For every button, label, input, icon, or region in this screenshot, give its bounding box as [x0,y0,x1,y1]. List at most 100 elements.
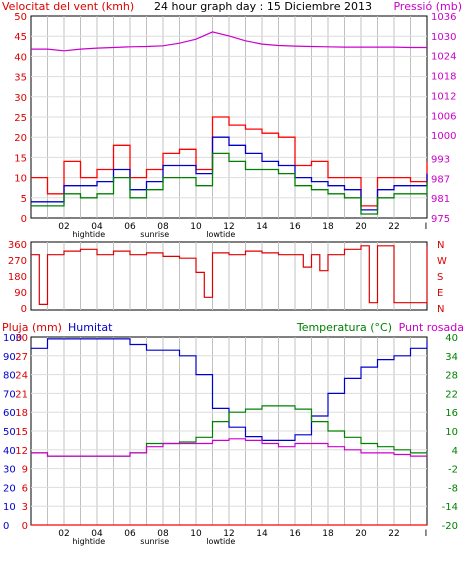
chart-marks [31,31,428,526]
rain-y-tick-label: 12 [15,446,28,457]
direction-compass-label: N [437,240,444,251]
direction-y-tick-label: 180 [8,272,27,283]
temp-x-tick-label: 10 [190,529,202,539]
pressure-y-tick-label: 1012 [431,91,456,102]
wind-x-tick-label: 02 [58,222,69,232]
wind-x-tick-label: 06 [124,222,136,232]
rain-y-tick-label: 6 [22,483,28,494]
temp-x-tick-label: 14 [256,529,268,539]
humidity-y-tick-label: 40 [3,446,16,457]
wind-y-tick-label: 30 [14,93,27,104]
wind-y-tick-label: 15 [14,153,27,164]
wind-y-tick-label: 10 [14,174,27,185]
temperature-y-tick-label: -2 [448,465,458,476]
rain-y-tick-label: 21 [15,389,28,400]
wind-x-tick-label: 04 [91,222,103,232]
wind-x-event-label: lowtide [206,230,235,239]
rain-y-tick-label: 18 [15,408,28,419]
pressure-y-tick-label: 1018 [431,72,456,83]
rain-y-tick-label: 27 [15,352,28,363]
direction-y-tick-label: 360 [8,240,27,251]
pressure-y-tick-label: 981 [431,194,450,205]
temp-x-tick-label: 04 [91,529,103,539]
humidity-y-tick-label: 60 [3,408,16,419]
temp-x-event-label: lowtide [206,537,235,546]
humidity-y-tick-label: 30 [3,465,16,476]
direction-series-line [31,245,428,305]
temp-series-line [31,338,428,441]
temp-series-line [31,438,427,457]
wind-x-tick-label: 22 [388,222,399,232]
wind-x-tick-label: 08 [157,222,169,232]
direction-y-tick-label: 0 [21,304,27,315]
wind-series-pressure [31,31,427,52]
pressure-y-tick-label: 993 [431,154,450,165]
wind-x-tick-label: 18 [322,222,334,232]
humidity-y-tick-label: 90 [3,352,16,363]
wind-x-tick-label: 16 [289,222,301,232]
temp-x-event-label: sunrise [140,537,169,546]
temperature-y-tick-label: -14 [442,502,458,513]
pressure-y-tick-label: 1000 [431,131,456,142]
direction-y-tick-label: 90 [14,288,27,299]
pressure-y-tick-label: 1024 [431,52,456,63]
wind-x-tick-label: 20 [355,222,367,232]
axis-labels: 0510152025303540455097598198799310001006… [3,12,458,546]
temperature-y-tick-label: 10 [445,427,458,438]
temp-x-tick-label: 18 [322,529,334,539]
rain-axis-title: Pluja (mm) [2,321,62,334]
temp-x-tick-label: 22 [388,529,399,539]
rain-y-tick-label: 30 [15,333,28,344]
wind-y-tick-label: 45 [14,32,27,43]
wind-y-tick-label: 0 [21,214,27,225]
wind-x-tick-label: 12 [223,222,234,232]
temperature-y-tick-label: 28 [445,371,458,382]
wind-y-tick-label: 25 [14,113,27,124]
humidity-y-tick-label: 20 [3,483,16,494]
rain-y-tick-label: 3 [22,502,28,513]
pressure-y-tick-label: 1006 [431,111,456,122]
wind-y-tick-label: 50 [14,12,27,23]
pressure-y-tick-label: 1036 [431,12,456,23]
direction-compass-label: W [437,256,447,267]
humidity-y-tick-label: 100 [3,333,22,344]
temp-x-tick-label: 12 [223,529,234,539]
humidity-y-tick-label: 50 [3,427,16,438]
temperature-y-tick-label: -8 [448,483,458,494]
chart-title: 24 hour graph day : 15 Diciembre 2013 [154,0,372,13]
humidity-y-tick-label: 0 [3,521,9,532]
temp-x-event-label: hightide [72,537,105,546]
humidity-y-tick-label: 80 [3,371,16,382]
wind-x-tick-label: 10 [190,222,202,232]
rain-y-tick-label: 9 [22,465,28,476]
direction-y-tick-label: 270 [8,256,27,267]
direction-compass-label: E [437,288,443,299]
temp-x-tick-label: 16 [289,529,301,539]
temp-x-tick-label: 02 [58,529,69,539]
wind-y-tick-label: 20 [14,133,27,144]
wind-series-gust [31,116,428,207]
wind-x-event-label: sunrise [140,230,169,239]
wind-series-average-2 [31,152,428,215]
wind-axis-title: Velocitat del vent (kmh) [2,0,134,13]
temperature-y-tick-label: 34 [445,352,458,363]
direction-compass-label: S [437,272,443,283]
wind-x-tick-label: I [425,222,428,232]
wind-x-event-label: hightide [72,230,105,239]
wind-y-tick-label: 40 [14,52,27,63]
wind-y-tick-label: 35 [14,73,27,84]
wind-x-tick-label: 14 [256,222,268,232]
temp-x-tick-label: I [425,529,428,539]
wind-y-tick-label: 5 [21,194,27,205]
temp-x-tick-label: 08 [157,529,169,539]
rain-y-tick-label: 24 [15,371,28,382]
temperature-y-tick-label: 22 [445,389,458,400]
pressure-axis-title: Pressió (mb) [393,0,462,13]
humidity-y-tick-label: 70 [3,389,16,400]
rain-y-tick-label: 0 [22,521,28,532]
direction-compass-label: N [437,304,444,315]
humidity-axis-title: Humitat [68,321,113,334]
temperature-y-tick-label: 4 [452,446,458,457]
